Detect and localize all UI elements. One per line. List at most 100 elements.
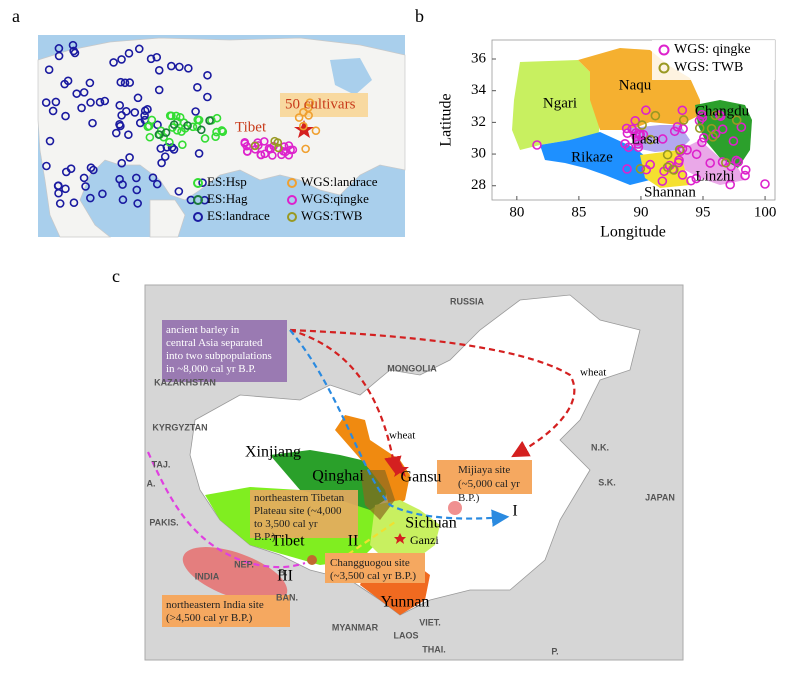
sample-point bbox=[299, 121, 308, 131]
sample-point bbox=[115, 101, 125, 110]
annotation-line: B.P.) bbox=[458, 492, 480, 504]
sample-point bbox=[311, 126, 321, 136]
sample-point bbox=[115, 120, 124, 129]
sample-point bbox=[650, 110, 661, 121]
sample-point bbox=[196, 125, 206, 135]
legend-label: WGS:qingke bbox=[301, 191, 369, 206]
sample-point bbox=[305, 98, 315, 107]
province-label: Qinghai bbox=[312, 468, 364, 485]
sample-point bbox=[635, 164, 646, 174]
sample-point bbox=[154, 65, 164, 75]
annotation-line: B.P.) bbox=[254, 531, 276, 543]
sample-point bbox=[657, 134, 668, 144]
sample-point bbox=[51, 97, 61, 107]
sample-point bbox=[717, 124, 728, 134]
sample-point bbox=[116, 77, 126, 87]
country-label: KAZAKHSTAN bbox=[154, 377, 216, 387]
x-tick-label: 90 bbox=[633, 204, 648, 220]
sample-point bbox=[242, 147, 252, 156]
legend-marker bbox=[658, 62, 670, 74]
sample-point bbox=[134, 44, 144, 54]
sample-point bbox=[111, 128, 121, 138]
sample-point bbox=[633, 139, 643, 149]
legend: WGS: qingke WGS: TWB bbox=[652, 40, 775, 80]
annotation: Mijiaya site (~5,000 cal yr B.P.) bbox=[458, 464, 520, 504]
annotation-line: (~3,500 cal yr B.P.) bbox=[330, 570, 416, 582]
sample-point bbox=[72, 89, 81, 98]
sample-point bbox=[728, 136, 739, 146]
region-label: Lasa bbox=[631, 131, 660, 147]
sample-point bbox=[184, 63, 193, 73]
sample-point bbox=[167, 111, 176, 121]
country-label: VIET. bbox=[419, 617, 441, 627]
sample-point bbox=[44, 65, 54, 75]
sample-point bbox=[174, 187, 184, 196]
sample-point bbox=[124, 130, 133, 140]
sample-point bbox=[145, 132, 155, 142]
sample-point bbox=[217, 126, 227, 135]
sample-point bbox=[125, 78, 135, 87]
sample-point bbox=[109, 58, 118, 67]
sample-point bbox=[89, 165, 98, 175]
sample-point bbox=[212, 127, 221, 137]
sample-point bbox=[121, 107, 131, 116]
sample-point bbox=[740, 170, 750, 181]
sample-point bbox=[133, 199, 142, 208]
panel-label: b bbox=[415, 6, 424, 26]
annotation-line: (>4,500 cal yr B.P.) bbox=[166, 612, 253, 624]
sample-point bbox=[657, 176, 668, 186]
x-tick-label: 80 bbox=[509, 204, 524, 220]
sample-point bbox=[677, 170, 688, 180]
panel-label: a bbox=[12, 6, 20, 26]
sample-point bbox=[638, 129, 649, 140]
sample-point bbox=[86, 98, 95, 107]
country-label: PAKIS. bbox=[149, 517, 178, 527]
sample-point bbox=[240, 137, 250, 147]
annotation-line: northeastern Tibetan bbox=[254, 492, 345, 504]
sample-point bbox=[691, 173, 702, 184]
panel-label: c bbox=[112, 266, 120, 286]
sample-point bbox=[264, 144, 274, 153]
sample-point bbox=[146, 54, 156, 64]
sample-point bbox=[42, 161, 51, 171]
region-label: Linzhi bbox=[695, 168, 734, 184]
sample-point bbox=[673, 157, 684, 168]
sample-point bbox=[161, 128, 171, 137]
sample-point bbox=[678, 124, 688, 134]
sample-point bbox=[270, 136, 279, 146]
sample-point bbox=[61, 167, 71, 177]
sample-point bbox=[250, 141, 260, 151]
sample-point bbox=[641, 164, 652, 175]
sample-point bbox=[254, 141, 263, 150]
legend-label: WGS:landrace bbox=[301, 174, 378, 189]
legend-marker bbox=[287, 178, 297, 188]
sample-point bbox=[194, 115, 204, 125]
country-label: LAOS bbox=[393, 630, 418, 640]
sample-point bbox=[715, 111, 726, 122]
annotation-line: northeastern India site bbox=[166, 599, 264, 611]
legend-label: WGS: qingke bbox=[674, 42, 751, 57]
country-label: N.K. bbox=[591, 442, 609, 452]
province-label: Xinjiang bbox=[245, 444, 301, 461]
sample-point bbox=[120, 78, 130, 88]
sample-point bbox=[678, 115, 689, 125]
region-label: Changdu bbox=[695, 103, 750, 119]
sample-point bbox=[188, 122, 198, 132]
sample-point bbox=[699, 132, 709, 143]
country-label: INDIA bbox=[195, 571, 220, 581]
country-label: B. bbox=[279, 567, 288, 577]
sample-point bbox=[669, 165, 679, 175]
region-label: Shannan bbox=[644, 184, 696, 200]
province-label: Yunnan bbox=[381, 594, 430, 611]
y-tick-label: 32 bbox=[471, 114, 486, 130]
country-label: MONGOLIA bbox=[387, 363, 437, 373]
sample-point bbox=[171, 111, 181, 121]
country-label: NEP. bbox=[234, 559, 254, 569]
annotation-line: Plateau site (~4,000 bbox=[254, 505, 342, 517]
sample-point bbox=[669, 126, 680, 137]
sample-point bbox=[198, 178, 207, 187]
sample-point bbox=[147, 115, 157, 125]
sample-point bbox=[41, 98, 51, 107]
sample-point bbox=[98, 189, 107, 199]
annotation-line: (~5,000 cal yr bbox=[458, 478, 520, 490]
